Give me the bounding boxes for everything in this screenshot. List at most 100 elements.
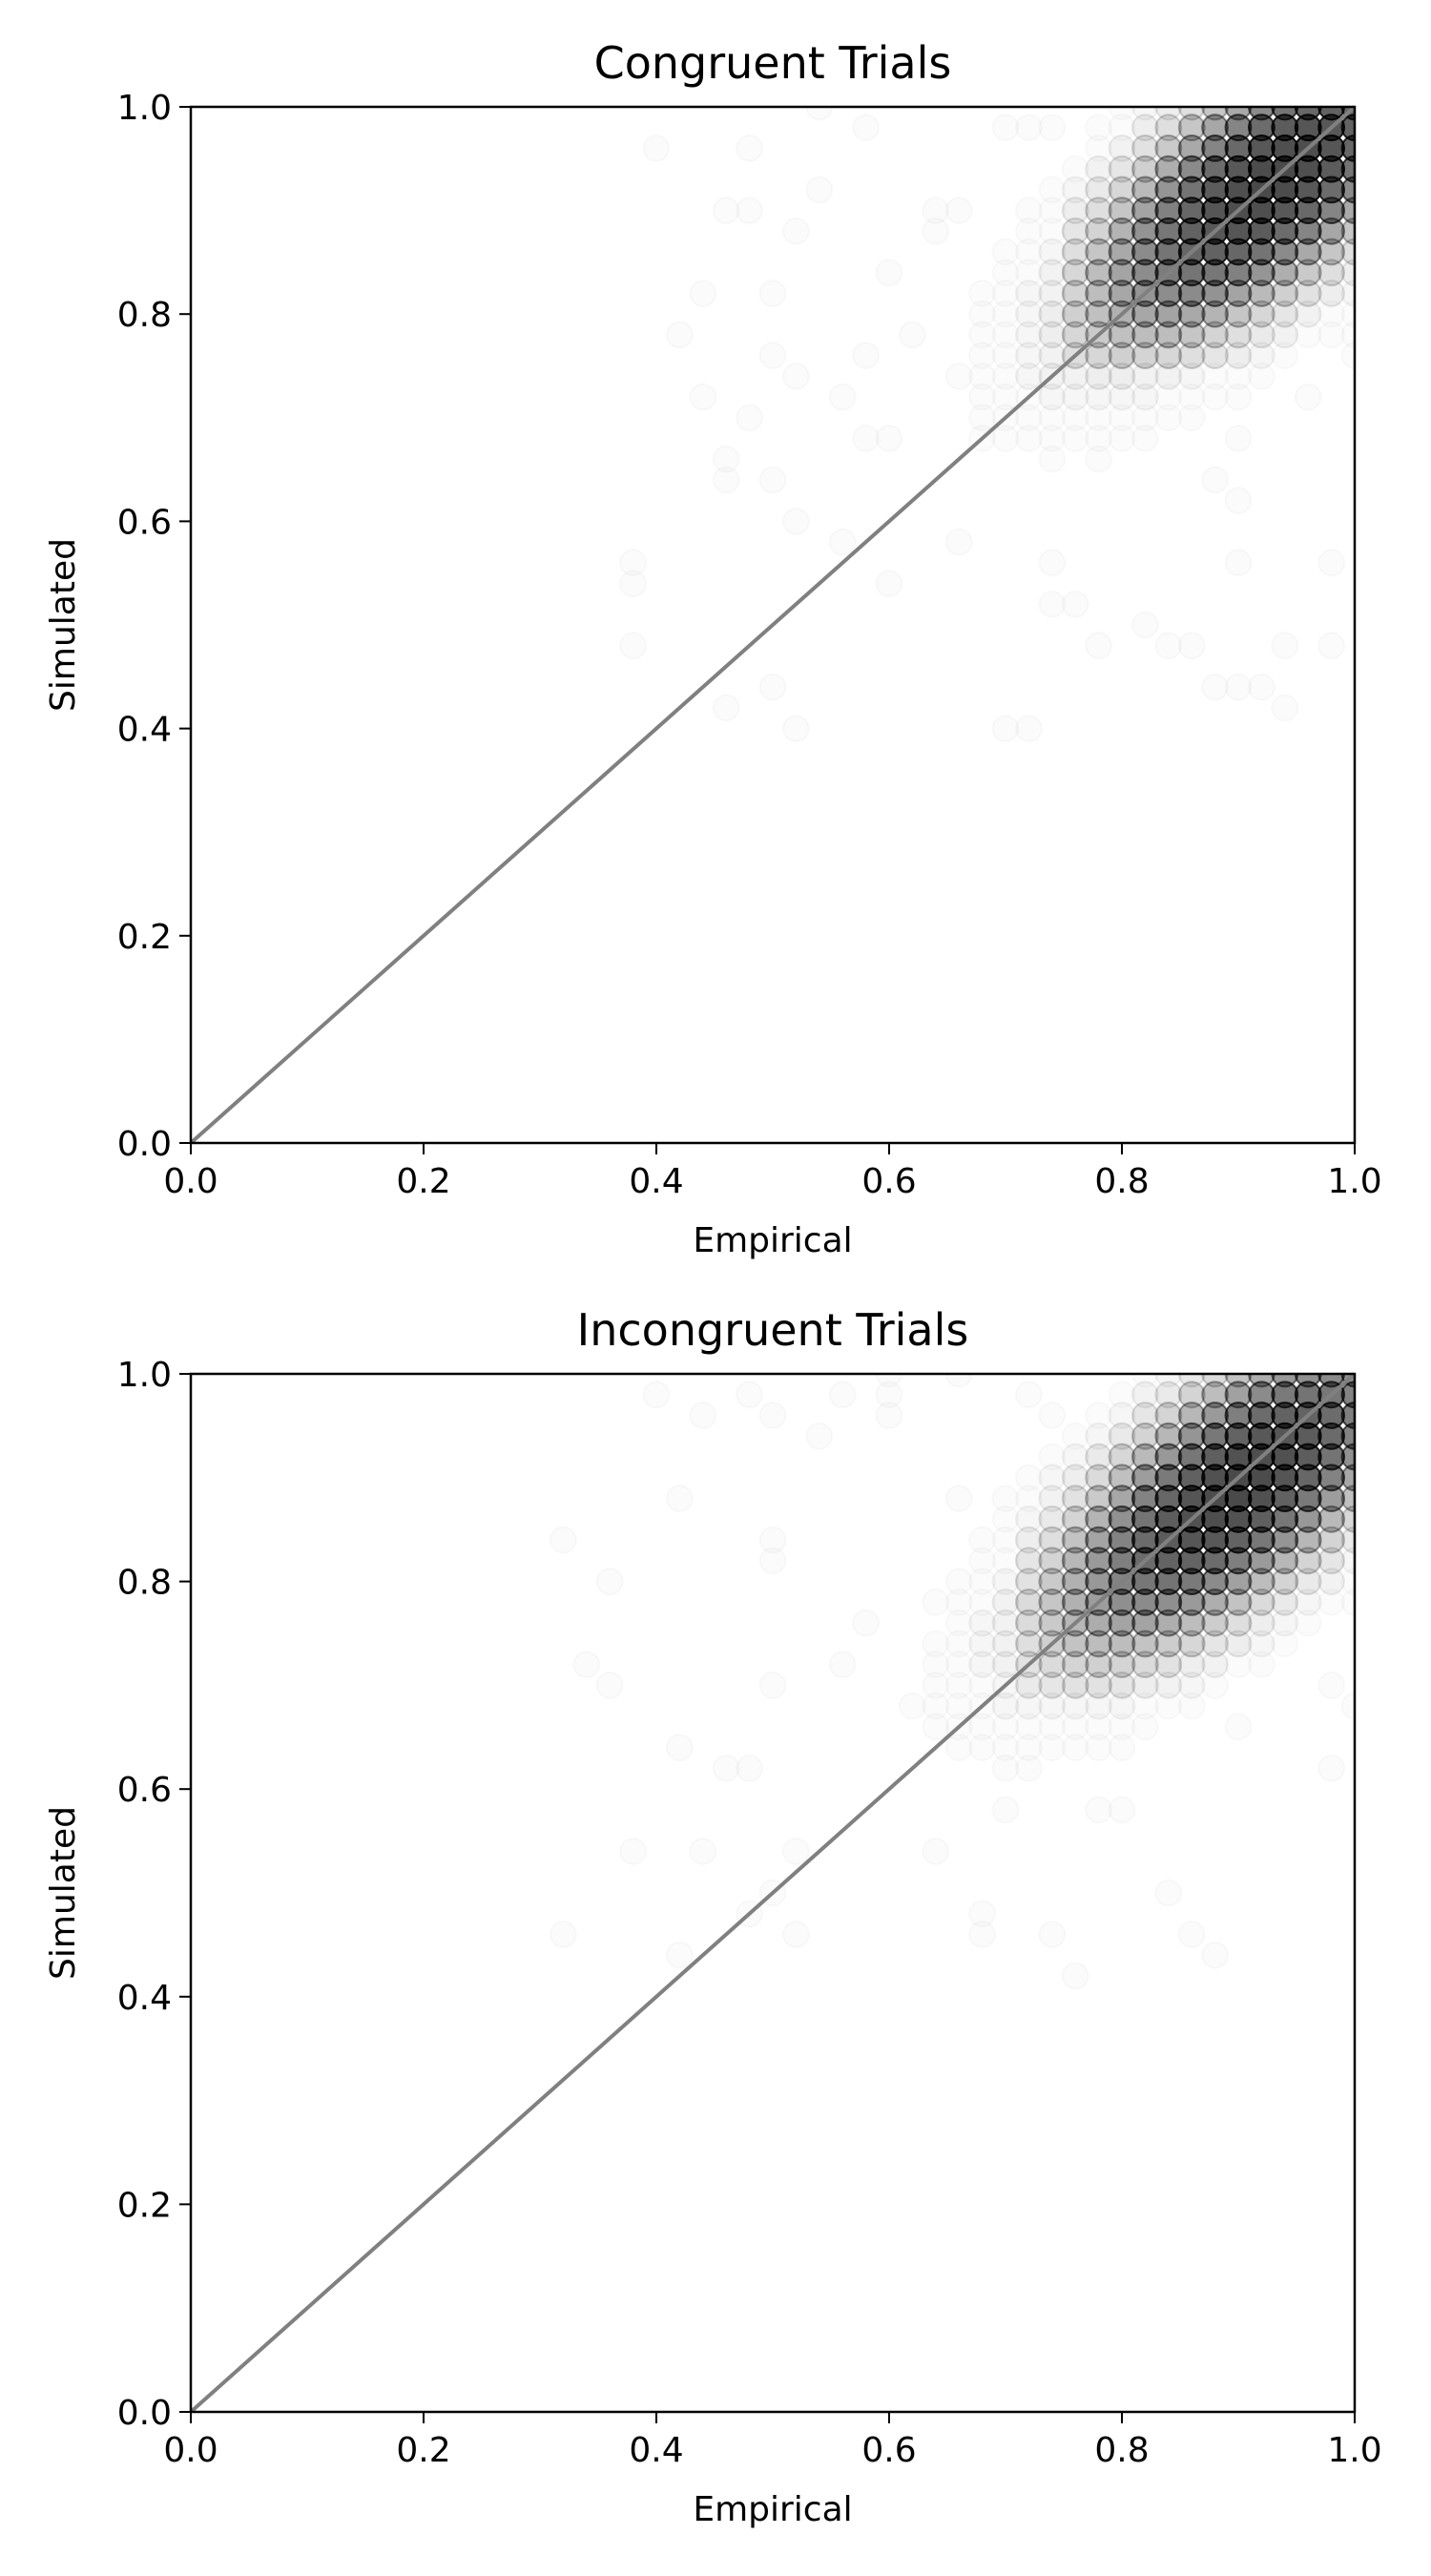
scatter-point bbox=[1038, 1589, 1067, 1616]
y-tick-label: 0.4 bbox=[117, 1979, 172, 2018]
scatter-point bbox=[1061, 1547, 1089, 1575]
scatter-point bbox=[1015, 1568, 1043, 1595]
scatter-point bbox=[1294, 280, 1322, 307]
scatter-point bbox=[760, 1402, 786, 1428]
y-tick-label: 0.0 bbox=[117, 2394, 172, 2433]
scatter-point bbox=[993, 114, 1019, 140]
scatter-point bbox=[1015, 1692, 1043, 1720]
scatter-point bbox=[1226, 426, 1252, 451]
scatter-point bbox=[1015, 1526, 1043, 1554]
scatter-point bbox=[1131, 1402, 1159, 1429]
scatter-point bbox=[1294, 1568, 1322, 1595]
scatter-point bbox=[1016, 1381, 1042, 1407]
scatter-point bbox=[690, 1839, 716, 1864]
scatter-point bbox=[714, 447, 739, 472]
scatter-point bbox=[1248, 107, 1275, 121]
scatter-point bbox=[1038, 1505, 1067, 1533]
scatter-point bbox=[991, 1568, 1020, 1595]
scatter-point bbox=[830, 384, 856, 410]
scatter-point bbox=[1154, 300, 1183, 328]
scatter-point bbox=[1226, 675, 1252, 700]
scatter-point bbox=[1085, 383, 1112, 411]
scatter-point bbox=[1154, 1672, 1183, 1699]
scatter-point bbox=[923, 197, 948, 223]
x-axis-ticks: 0.0 0.2 0.4 0.6 0.8 1.0 bbox=[163, 2412, 1382, 2470]
scatter-point bbox=[946, 1568, 972, 1594]
scatter-point bbox=[620, 550, 646, 575]
scatter-point bbox=[1177, 363, 1206, 390]
scatter-point bbox=[1201, 1609, 1229, 1637]
scatter-point bbox=[1085, 1443, 1112, 1471]
scatter-point bbox=[1015, 1609, 1043, 1637]
scatter-point bbox=[1039, 177, 1065, 203]
scatter-point bbox=[1015, 1505, 1043, 1533]
scatter-point bbox=[1154, 363, 1183, 390]
y-tick-label: 0.8 bbox=[117, 296, 172, 335]
scatter-point bbox=[1271, 107, 1299, 121]
scatter-point bbox=[1294, 238, 1322, 266]
scatter-point bbox=[1177, 1402, 1206, 1429]
scatter-point bbox=[1248, 1609, 1275, 1637]
scatter-point bbox=[1015, 1630, 1043, 1658]
scatter-point bbox=[1086, 114, 1111, 140]
scatter-point bbox=[1294, 300, 1322, 328]
scatter-point bbox=[1317, 1547, 1345, 1575]
scatter-point bbox=[1317, 1568, 1345, 1595]
scatter-point bbox=[736, 197, 762, 223]
scatter-point bbox=[1318, 550, 1344, 575]
scatter-point bbox=[1086, 1402, 1111, 1428]
scatter-point bbox=[1108, 1443, 1136, 1471]
scatter-point bbox=[1294, 1589, 1322, 1616]
scatter-point bbox=[1248, 321, 1275, 349]
scatter-point bbox=[1038, 259, 1067, 287]
scatter-point bbox=[1202, 467, 1228, 493]
scatter-point bbox=[1155, 633, 1181, 658]
y-tick-label: 0.6 bbox=[117, 503, 172, 542]
y-tick-label: 0.6 bbox=[117, 1771, 172, 1810]
scatter-point bbox=[1224, 321, 1253, 349]
scatter-point bbox=[1085, 155, 1112, 183]
scatter-point bbox=[830, 1381, 856, 1407]
scatter-point bbox=[991, 1672, 1020, 1699]
scatter-point bbox=[993, 239, 1019, 265]
scatter-point bbox=[1063, 156, 1089, 182]
scatter-point bbox=[923, 1589, 948, 1615]
scatter-point bbox=[1085, 280, 1112, 307]
y-tick-label: 0.2 bbox=[117, 918, 172, 957]
scatter-point bbox=[1177, 114, 1206, 142]
scatter-point bbox=[1271, 1547, 1299, 1575]
scatter-point bbox=[1038, 280, 1067, 307]
scatter-point bbox=[644, 135, 670, 161]
scatter-point bbox=[1131, 300, 1159, 328]
scatter-point bbox=[1272, 633, 1297, 658]
scatter-point bbox=[1085, 1526, 1112, 1554]
scatter-point bbox=[1154, 1374, 1183, 1388]
scatter-point bbox=[1015, 1672, 1043, 1699]
identity-line bbox=[189, 1372, 1357, 2414]
scatter-point bbox=[1202, 675, 1228, 700]
scatter-point bbox=[1061, 176, 1089, 204]
scatter-point bbox=[1249, 675, 1275, 700]
scatter-point bbox=[550, 1922, 576, 1947]
scatter-point bbox=[1086, 633, 1111, 658]
chart-panel-congruent: Congruent Trials 0.0 0.2 0.4 0.6 0.8 1.0 0.00… bbox=[44, 37, 1382, 1260]
scatter-point bbox=[969, 280, 995, 306]
scatter-point bbox=[1272, 696, 1297, 721]
scatter-point bbox=[1061, 1568, 1089, 1595]
scatter-point bbox=[1224, 300, 1253, 328]
scatter-point bbox=[736, 1755, 762, 1781]
scatter-point bbox=[1271, 280, 1299, 307]
y-axis-ticks: 0.0 0.2 0.4 0.6 0.8 1.0 bbox=[117, 1356, 191, 2433]
scatter-point bbox=[968, 1630, 996, 1658]
scatter-point bbox=[946, 364, 972, 389]
scatter-point bbox=[1039, 550, 1065, 575]
scatter-point bbox=[1085, 176, 1112, 204]
scatter-point bbox=[1039, 1922, 1065, 1947]
scatter-point bbox=[1108, 363, 1136, 390]
scatter-point bbox=[877, 571, 902, 596]
scatter-point bbox=[1061, 1589, 1089, 1616]
scatter-point bbox=[1131, 1443, 1159, 1471]
scatter-point bbox=[900, 322, 925, 348]
x-axis-ticks: 0.0 0.2 0.4 0.6 0.8 1.0 bbox=[163, 1143, 1382, 1201]
scatter-point bbox=[1177, 1630, 1206, 1658]
